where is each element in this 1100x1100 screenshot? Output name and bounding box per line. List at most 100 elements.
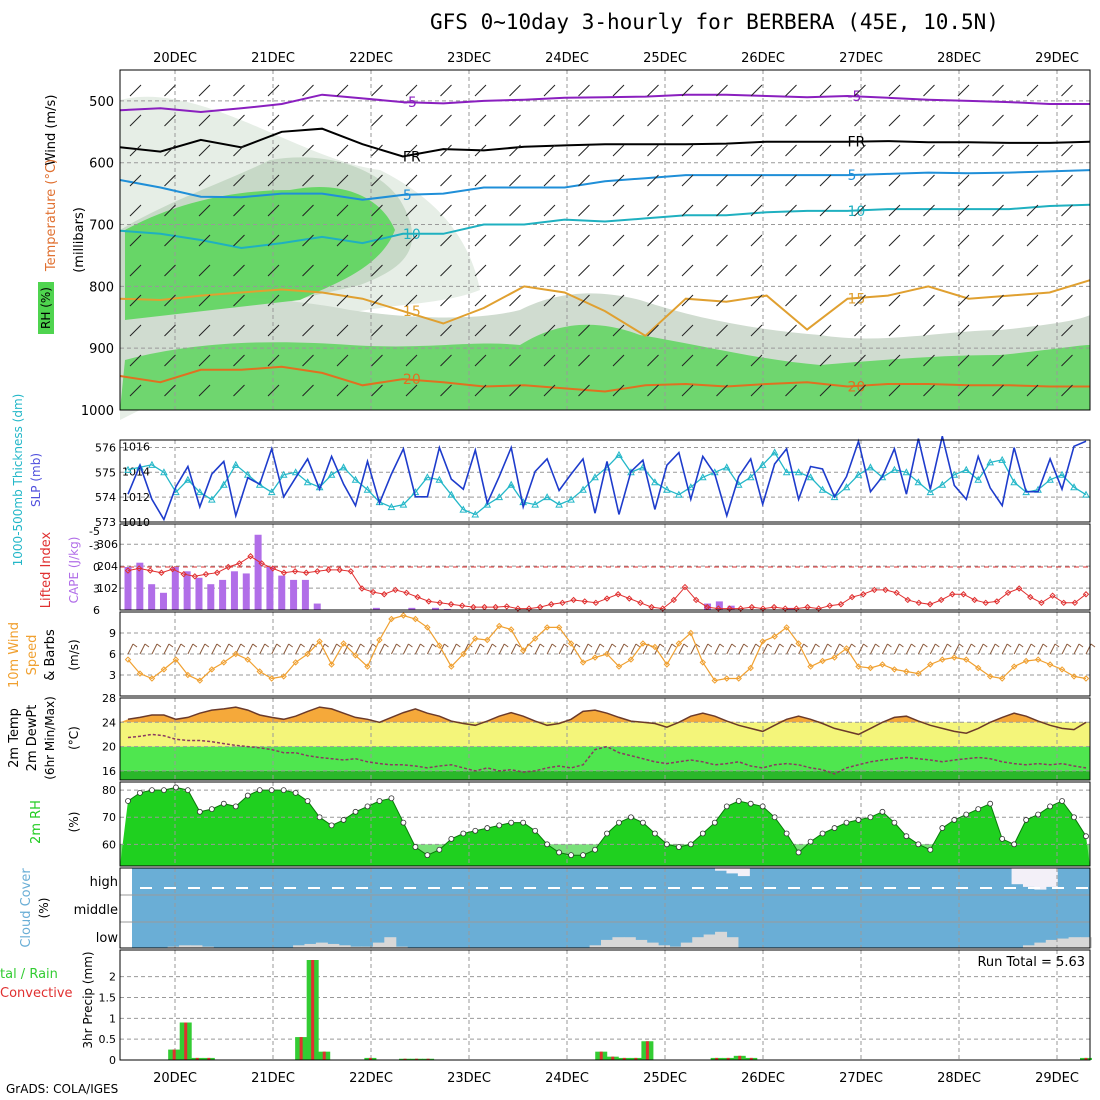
wind-point [208,666,216,673]
wind-barb [923,204,935,217]
wind-barb [302,174,314,187]
convective-bar [426,1058,430,1060]
li-point [581,598,588,605]
thickness-point [1010,478,1018,486]
wind-barb [1049,643,1056,655]
li-point [269,565,277,572]
wind-barb [543,354,556,367]
wind-barb [707,643,713,648]
wind-barb [295,643,302,655]
wind-barb [543,234,556,247]
thickness-point [1082,490,1090,498]
rh-point [999,836,1006,842]
wind-point [388,615,395,623]
wind-barb [252,643,258,648]
wind-barb [164,294,176,307]
wind-legend: Wind (m/s) [44,95,59,166]
rh-legend: RH (%) [39,287,53,329]
wind-barb [302,324,314,337]
wind-barb [405,264,418,277]
thickness-point [124,465,132,473]
li-point [147,567,154,574]
rh-point [819,830,826,837]
wind-point [424,624,431,631]
wind-barb [1090,643,1096,648]
wind-barb [785,264,797,277]
wind-barb [198,324,211,337]
li-point [1060,599,1067,607]
wind-barb [240,643,246,648]
wind-barb [666,643,673,655]
thickness-tick: 573 [95,516,116,529]
wind-barb [1026,324,1039,337]
low-cloud-bar [384,937,397,948]
pressure-tick: 600 [89,157,114,172]
wind-barb [888,384,901,397]
thickness-point [160,468,168,476]
thickness-point [591,473,599,481]
convective-bar [299,1037,303,1060]
li-point [381,591,388,598]
wind-barb [503,643,509,648]
rh-point [161,787,167,794]
li-point [548,601,555,608]
cape-bar [372,607,380,610]
thickness-point [974,475,983,483]
wind-barb [336,234,349,247]
wind-point [160,666,168,673]
wind-barb [336,324,349,337]
rh-frame [119,781,1091,867]
wind-barb [343,643,349,655]
wind-point [939,656,946,663]
wind-barb [372,643,377,648]
wind-barb [957,174,970,187]
wind-barb [992,84,1004,97]
thickness-point [663,485,671,493]
rh-point [172,784,179,791]
li-point [603,595,611,602]
wind-point [1070,673,1078,680]
li-point [614,591,622,598]
wind-barb [791,643,796,648]
low-cloud-bar [589,945,602,948]
rh-point [280,787,287,794]
thickness-point [1046,475,1054,483]
wind-barb [957,264,970,277]
wind-barb [302,204,314,217]
wind-barb [164,264,176,277]
wind-point [196,677,204,684]
wind-barb [129,294,142,307]
wind-barb [543,294,556,307]
li-tick: -5 [89,525,100,538]
li-point [447,601,455,608]
rh-point [436,846,443,853]
wind-point [1022,657,1030,665]
thickness-point [507,480,516,488]
cloud-frame [119,867,1091,949]
wind-barb [396,643,401,648]
convective-bar [634,1057,638,1060]
temp-axis-label: (6hr Min/Max) [43,696,57,780]
thickness-axis-label: 1000-500mb Thickness (dm) [11,394,25,567]
wind-barb [371,384,383,397]
wind-barb [1061,174,1073,187]
li-point [559,599,566,607]
cape-axis-label: CAPE (J/kg) [67,537,81,604]
pressure-tick: 800 [89,280,114,295]
low-cloud-bar [692,937,705,948]
wind-barb [863,643,868,648]
cape-bar [148,584,156,610]
wind-point [771,633,778,640]
wind-barb [543,84,556,97]
li-point [213,569,221,576]
wind-barb [678,643,685,655]
high-cloud-bar [726,868,739,874]
wind-barb [1025,643,1032,655]
rh-point [532,827,539,834]
wind-barb [827,643,832,648]
wind-barb [1061,264,1073,277]
wind-barb [355,643,361,655]
wind-barb [654,643,661,655]
wind-barb [714,643,721,655]
date-tick-bottom: 20DEC [153,1071,197,1086]
